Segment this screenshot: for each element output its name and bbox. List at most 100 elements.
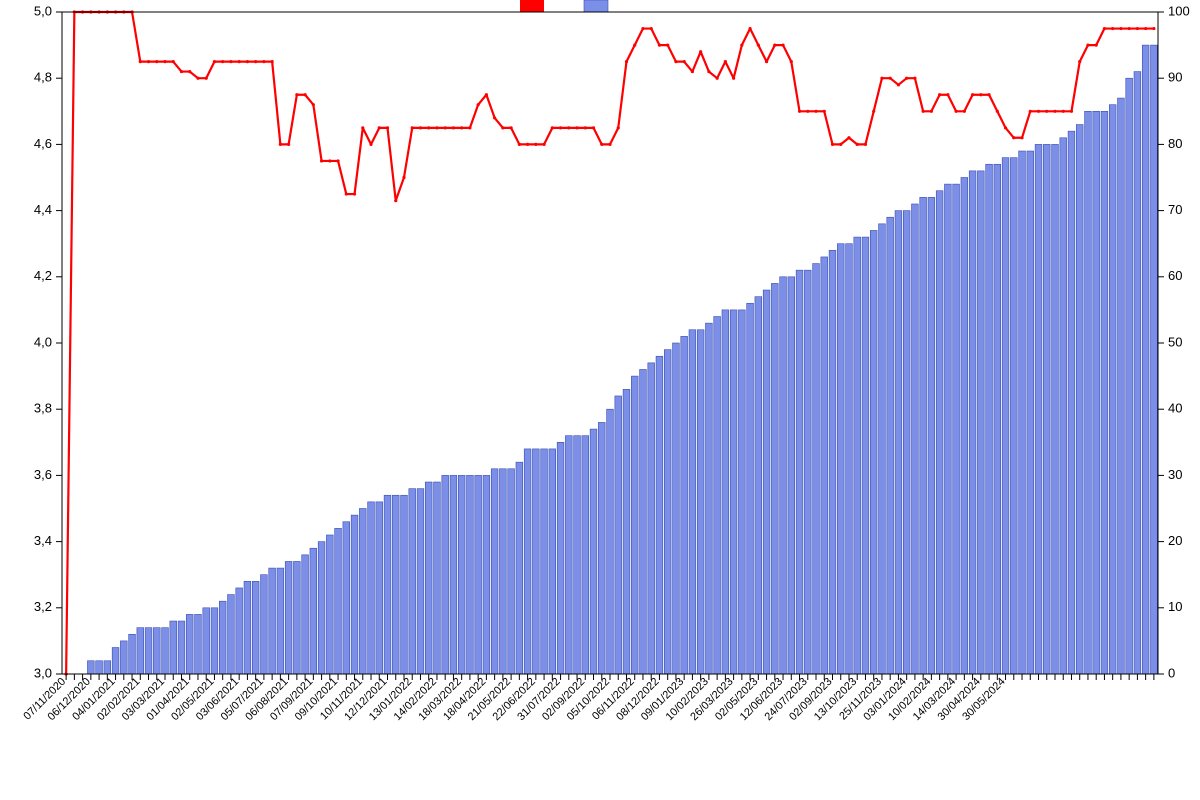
y-right-tick-label: 50 [1168,334,1182,349]
bar [120,641,127,674]
bar [631,376,638,674]
line-marker [658,44,661,47]
bar [524,449,531,674]
line-marker [147,60,150,63]
bar [706,323,713,674]
bar [1085,111,1092,674]
line-marker [617,126,620,129]
line-marker [526,143,529,146]
line-marker [534,143,537,146]
line-marker [913,77,916,80]
bar [788,277,795,674]
bar [1027,151,1034,674]
bar [944,184,951,674]
y-right-tick-label: 10 [1168,599,1182,614]
bar [186,614,193,674]
line-marker [188,70,191,73]
line-marker [246,60,249,63]
bar [376,502,383,674]
bar [837,244,844,674]
bar [969,171,976,674]
bar [244,581,251,674]
line-marker [732,77,735,80]
bar [153,628,160,674]
bar [87,661,94,674]
line-marker [666,44,669,47]
bar [219,601,226,674]
bar [1060,138,1067,674]
line-marker [946,93,949,96]
bar [557,442,564,674]
bar [1019,151,1026,674]
bar [310,548,317,674]
line-marker [1111,27,1114,30]
line-marker [559,126,562,129]
bar [137,628,144,674]
bar [162,628,169,674]
y-left-tick-label: 4,0 [34,334,52,349]
line-marker [674,60,677,63]
bar [392,495,399,674]
bar [763,290,770,674]
line-marker [823,110,826,113]
line-marker [518,143,521,146]
line-marker [872,110,875,113]
bar [516,462,523,674]
line-marker [781,44,784,47]
bar [384,495,391,674]
bar [804,270,811,674]
bar [1068,131,1075,674]
bar [96,661,103,674]
line-marker [353,192,356,195]
bar [236,588,243,674]
bar [771,283,778,674]
bar [986,164,993,674]
line-marker [757,44,760,47]
bar [252,581,259,674]
y-left-tick-label: 4,4 [34,202,52,217]
line-marker [287,143,290,146]
line-marker [394,199,397,202]
bar [648,363,655,674]
bar [499,469,506,674]
line-marker [477,103,480,106]
line-marker [625,60,628,63]
line-marker [650,27,653,30]
y-left-tick-label: 3,0 [34,665,52,680]
bar [228,595,235,674]
line-marker [551,126,554,129]
line-marker [592,126,595,129]
line-marker [1086,44,1089,47]
bar [475,475,482,674]
line-marker [880,77,883,80]
y-left-tick-label: 5,0 [34,3,52,18]
line-marker [542,143,545,146]
bar [977,171,984,674]
line-marker [1128,27,1131,30]
line-marker [213,60,216,63]
bar [582,436,589,674]
line-marker [139,60,142,63]
bar [195,614,202,674]
line-marker [864,143,867,146]
bar [1093,111,1100,674]
bar [1134,72,1141,674]
y-right-tick-label: 20 [1168,533,1182,548]
y-right-tick-label: 100 [1168,3,1190,18]
line-marker [435,126,438,129]
bar [104,661,111,674]
line-marker [1119,27,1122,30]
bar [1101,111,1108,674]
bar [409,489,416,674]
bar [870,230,877,674]
bar [417,489,424,674]
y-right-tick-label: 0 [1168,665,1175,680]
line-marker [427,126,430,129]
bar [689,330,696,674]
y-left-tick-label: 4,6 [34,136,52,151]
bar [912,204,919,674]
bar [491,469,498,674]
bar [961,178,968,675]
line-marker [856,143,859,146]
bar [1142,45,1149,674]
